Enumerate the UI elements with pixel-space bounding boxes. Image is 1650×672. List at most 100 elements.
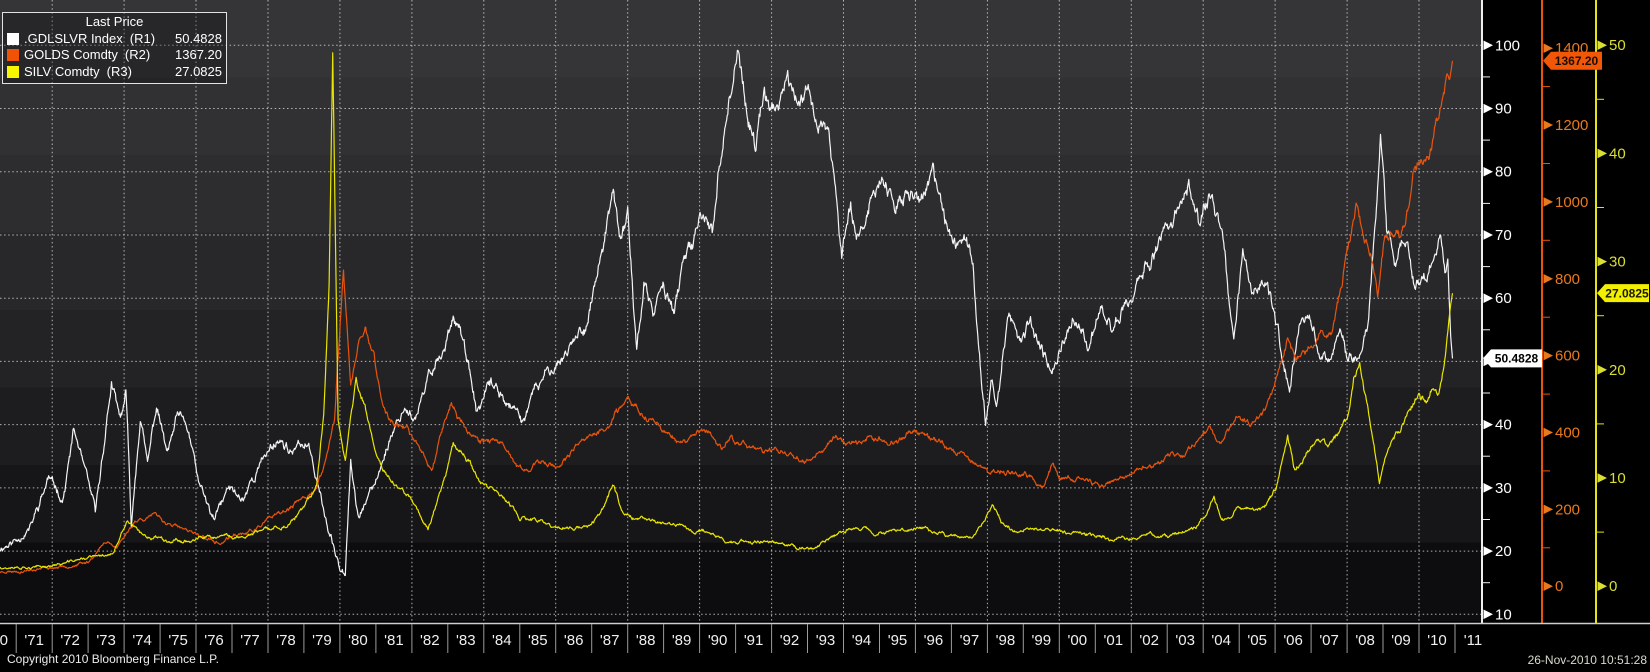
axis-tick-label: 60 (1495, 290, 1512, 307)
x-axis-year-label: '89 (672, 632, 692, 649)
x-axis-year-label: '80 (348, 632, 368, 649)
x-axis-year-label: '78 (276, 632, 296, 649)
axis-tick-arrow-icon (1483, 609, 1493, 620)
x-axis-year-label: '76 (204, 632, 224, 649)
axis-tick-label: 10 (1495, 606, 1512, 623)
x-axis-year-label: '04 (1211, 632, 1231, 649)
x-axis-year-label: '09 (1391, 632, 1411, 649)
axis-tick-label: 800 (1555, 271, 1580, 288)
gridlines (0, 0, 1482, 623)
axis-tick-arrow-icon (1543, 427, 1553, 438)
axis-tick-label: 40 (1609, 145, 1626, 162)
silv-last-value: 27.0825 (175, 63, 222, 79)
axis-tick-label: 50 (1609, 37, 1626, 54)
copyright-text: Copyright 2010 Bloomberg Finance L.P. (7, 652, 219, 666)
axis-tick-label: 1000 (1555, 194, 1588, 211)
r2-last-price-flag-value: 1367.20 (1555, 54, 1599, 68)
axis-tick-label: 80 (1495, 164, 1512, 181)
axis-tick-label: 20 (1609, 362, 1626, 379)
x-axis-year-label: '91 (744, 632, 764, 649)
silv-axis-ref: (R3) (106, 63, 132, 79)
axis-tick-arrow-icon (1543, 43, 1553, 53)
axis-tick-label: 400 (1555, 424, 1580, 441)
r1-last-price-flag-value: 50.4828 (1495, 352, 1539, 366)
axis-tick-arrow-icon (1483, 230, 1493, 240)
axis-tick-arrow-icon (1543, 581, 1553, 591)
legend-row-silv[interactable]: SILV Comdty (R3) 27.0825 (7, 64, 222, 81)
axis-tick-arrow-icon (1597, 365, 1607, 375)
x-axis-year-label: '06 (1283, 632, 1303, 649)
golds-color-swatch (7, 49, 19, 62)
y-axis-r3-silver[interactable]: 50 40 30 20 10 0 (1595, 0, 1626, 623)
series-gold-silver-ratio-line (0, 49, 1454, 577)
x-axis-year-label: '81 (384, 632, 404, 649)
x-axis-year-label: '70 (0, 632, 8, 649)
series-gold-price-line (0, 60, 1454, 575)
axis-tick-arrow-icon (1483, 483, 1493, 493)
x-axis-time[interactable]: '70 '71 '72 '73 '74 '75 '76 '77 '78 '79 '80 '81 '82 '… (0, 622, 1650, 654)
x-axis-year-label: '11 (1464, 632, 1482, 649)
axis-tick-label: 30 (1609, 254, 1626, 271)
golds-last-value: 1367.20 (175, 47, 222, 62)
golds-series-name: GOLDS Comdty (24, 47, 118, 62)
r3-last-price-flag-value: 27.0825 (1605, 286, 1649, 300)
x-axis-year-label: '72 (60, 632, 80, 649)
x-axis-year-label: '94 (852, 632, 872, 649)
x-axis-year-label: '90 (708, 632, 728, 649)
gdlslvr-series-name: .GDLSLVR Index (24, 30, 123, 46)
silv-series-name: SILV Comdty (24, 63, 100, 79)
legend-row-gdlslvr[interactable]: .GDLSLVR Index (R1) 50.4828 (7, 31, 222, 48)
axis-tick-arrow-icon (1543, 273, 1553, 284)
x-axis-year-label: '85 (528, 632, 548, 649)
x-axis-year-label: '86 (564, 632, 584, 649)
x-axis-year-label: '07 (1319, 632, 1339, 649)
x-axis-year-label: '82 (420, 632, 440, 649)
axis-tick-arrow-icon (1597, 40, 1607, 50)
axis-tick-arrow-icon (1543, 350, 1553, 361)
axis-tick-label: 200 (1555, 501, 1580, 518)
r2-last-price-flag (1543, 51, 1602, 70)
axis-tick-label: 40 (1495, 417, 1512, 434)
gdlslvr-color-swatch (7, 32, 19, 45)
axis-tick-arrow-icon (1597, 473, 1607, 483)
x-axis-year-label: '88 (636, 632, 656, 649)
x-axis-year-label: '83 (456, 632, 476, 649)
axis-tick-label: 1200 (1555, 117, 1588, 134)
axis-tick-label: 20 (1495, 543, 1512, 560)
x-axis-year-label: '74 (132, 632, 152, 649)
x-axis-year-label: '71 (24, 632, 44, 649)
gdlslvr-last-value: 50.4828 (175, 30, 222, 46)
x-axis-year-label: '10 (1427, 632, 1447, 649)
axis-tick-label: 30 (1495, 480, 1512, 497)
axis-tick-arrow-icon (1597, 581, 1607, 591)
y-axis-r1-ratio[interactable]: 100908070605040302010 (1481, 0, 1520, 623)
x-axis-year-label: '08 (1355, 632, 1375, 649)
x-axis-year-label: '00 (1068, 632, 1088, 649)
background-bands (0, 0, 1482, 621)
legend-last-price[interactable]: Last Price .GDLSLVR Index (R1) 50.4828 G… (2, 12, 227, 84)
x-axis-year-label: '92 (780, 632, 800, 649)
axis-tick-arrow-icon (1483, 419, 1493, 430)
axis-tick-label: 70 (1495, 227, 1512, 244)
x-axis-year-label: '75 (168, 632, 188, 649)
legend-row-golds[interactable]: GOLDS Comdty (R2) 1367.20 (7, 47, 222, 64)
series-silver-price-line (0, 52, 1454, 570)
axis-tick-arrow-icon (1483, 166, 1493, 177)
x-axis-year-label: '03 (1175, 632, 1195, 649)
axis-tick-arrow-icon (1483, 40, 1493, 51)
axis-tick-arrow-icon (1483, 103, 1493, 114)
x-axis-year-label: '87 (600, 632, 620, 649)
x-axis-year-label: '84 (492, 632, 512, 649)
x-axis-year-label: '99 (1032, 632, 1052, 649)
x-axis-year-label: '95 (888, 632, 908, 649)
axis-tick-arrow-icon (1483, 293, 1493, 303)
legend-title: Last Price (85, 14, 144, 29)
last-price-flags: 50.4828 1367.20 27.0825 (1483, 51, 1649, 368)
series-lines (0, 49, 1454, 577)
timestamp-text: 26-Nov-2010 10:51:28 (1527, 653, 1647, 667)
golds-axis-ref: (R2) (124, 47, 151, 62)
axis-tick-arrow-icon (1483, 546, 1493, 556)
